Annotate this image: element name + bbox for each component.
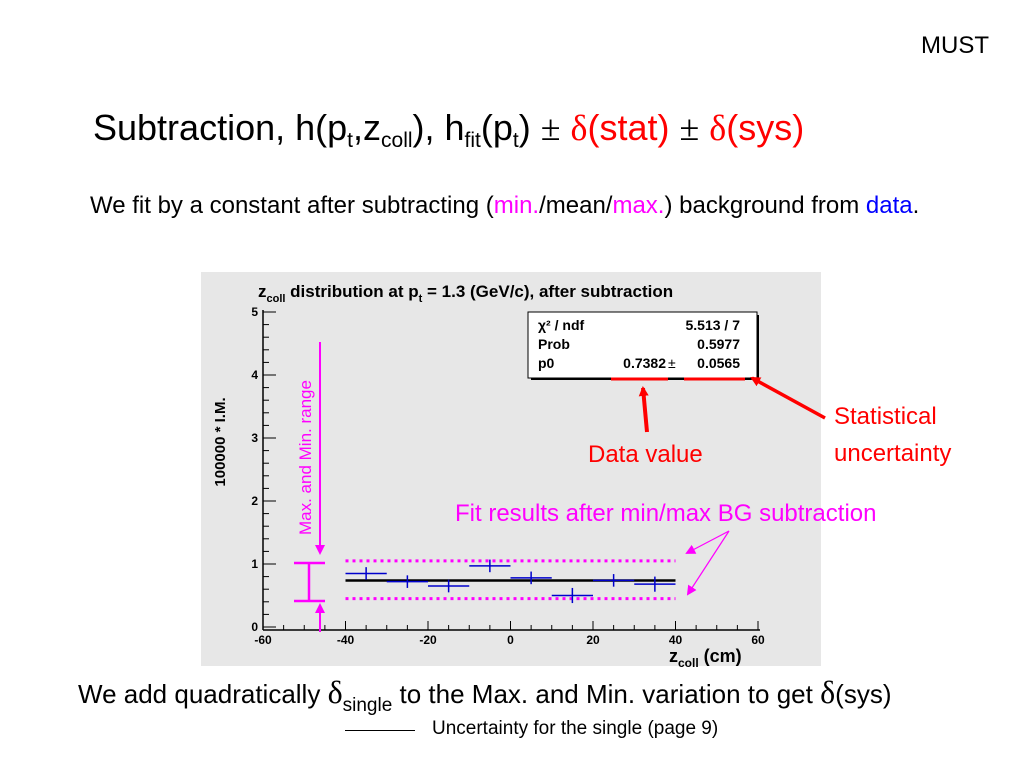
plot-title-part: z bbox=[258, 282, 267, 301]
x-tick-label: 40 bbox=[669, 633, 683, 647]
stats-label-p0: p0 bbox=[538, 355, 555, 371]
plus-minus-symbol: ± bbox=[540, 108, 561, 148]
title-sub: coll bbox=[381, 129, 413, 152]
bottom-sub-single: single bbox=[342, 695, 393, 716]
bottom-text: (sys) bbox=[835, 679, 892, 709]
slide-title: Subtraction, h(pt,zcoll), hfit(pt) ± δ(s… bbox=[93, 106, 805, 152]
stats-pm: ± bbox=[668, 355, 676, 371]
bottom-text: We add quadratically bbox=[78, 679, 328, 709]
title-part: ), h bbox=[412, 107, 465, 148]
fit-results-annotation: Fit results after min/max BG subtraction bbox=[455, 500, 876, 527]
plus-minus-symbol: ± bbox=[679, 108, 700, 148]
delta-symbol: δ bbox=[570, 108, 588, 148]
fit-results-pointer bbox=[686, 530, 730, 596]
bottom-text: to the Max. and Min. variation to get bbox=[392, 679, 821, 709]
intro-text: We fit by a constant after subtracting ( bbox=[90, 192, 494, 219]
stats-value-chi2: 5.513 / 7 bbox=[686, 317, 741, 333]
corner-label: MUST bbox=[921, 32, 989, 59]
intro-text: ) background from bbox=[664, 192, 866, 219]
title-sub: fit bbox=[464, 129, 481, 152]
title-part: ) bbox=[518, 107, 541, 148]
plot-title: zcoll distribution at pt = 1.3 (GeV/c), … bbox=[258, 282, 673, 305]
title-part: Subtraction, h(p bbox=[93, 107, 348, 148]
plot-title-part: = 1.3 (GeV/c), after subtraction bbox=[422, 282, 673, 301]
stats-value-p0: 0.7382 bbox=[623, 355, 666, 371]
title-sys: (sys) bbox=[726, 107, 805, 148]
stats-label-chi2: χ² / ndf bbox=[538, 317, 584, 333]
y-tick-label: 4 bbox=[251, 368, 258, 382]
stat-uncertainty-annotation: Statistical bbox=[834, 403, 937, 430]
x-tick-label: -40 bbox=[337, 633, 355, 647]
footnote-line bbox=[345, 730, 415, 731]
x-tick-label: 0 bbox=[507, 633, 514, 647]
x-label-part: (cm) bbox=[699, 646, 742, 666]
title-part: ,z bbox=[353, 107, 382, 148]
intro-period: . bbox=[912, 192, 920, 219]
x-axis-label: zcoll (cm) bbox=[669, 646, 742, 670]
axis-ticks: -60 -40 -20 0 20 40 60 0 1 2 3 4 5 bbox=[251, 305, 765, 647]
title-sub: t bbox=[347, 129, 353, 152]
intro-max: max. bbox=[612, 192, 665, 219]
x-tick-label: -60 bbox=[254, 633, 272, 647]
delta-symbol: δ bbox=[820, 674, 836, 710]
x-tick-label: 20 bbox=[586, 633, 600, 647]
stats-value-prob: 0.5977 bbox=[697, 336, 740, 352]
y-tick-label: 2 bbox=[251, 494, 258, 508]
stat-uncertainty-annotation: uncertainty bbox=[834, 440, 951, 467]
title-stat: (stat) bbox=[587, 107, 680, 148]
fit-results-pointer bbox=[685, 530, 730, 554]
intro-data-word: data bbox=[865, 192, 913, 219]
x-label-part: z bbox=[669, 646, 678, 666]
data-points bbox=[345, 559, 676, 604]
plot-title-sub: t bbox=[419, 293, 423, 305]
y-tick-label: 0 bbox=[251, 620, 258, 634]
plot-title-sub: coll bbox=[267, 293, 286, 305]
y-tick-label: 3 bbox=[251, 431, 258, 445]
footnote: Uncertainty for the single (page 9) bbox=[432, 718, 719, 739]
data-value-annotation: Data value bbox=[588, 441, 703, 468]
bottom-sentence: We add quadratically δsingle to the Max.… bbox=[78, 672, 892, 716]
intro-min: min. bbox=[493, 192, 540, 219]
intro-paragraph: We fit by a constant after subtracting (… bbox=[90, 188, 1020, 223]
range-label: Max. and Min. range bbox=[296, 380, 315, 535]
x-label-sub: coll bbox=[678, 656, 699, 670]
delta-symbol: δ bbox=[709, 108, 727, 148]
y-tick-label: 1 bbox=[251, 557, 258, 571]
y-axis-label: 100000 * I.M. bbox=[212, 397, 229, 486]
stat-uncertainty-arrow bbox=[750, 376, 826, 420]
plot-title-part: distribution at p bbox=[285, 282, 418, 301]
stats-error-p0: 0.0565 bbox=[697, 355, 740, 371]
x-tick-label: 60 bbox=[751, 633, 765, 647]
y-tick-label: 5 bbox=[251, 305, 258, 319]
title-sub: t bbox=[512, 129, 519, 152]
data-value-arrow bbox=[638, 386, 649, 433]
stats-label-prob: Prob bbox=[538, 336, 570, 352]
delta-symbol: δ bbox=[327, 674, 343, 710]
x-tick-label: -20 bbox=[419, 633, 437, 647]
title-part: (p bbox=[480, 107, 513, 148]
intro-text: /mean/ bbox=[539, 192, 613, 219]
